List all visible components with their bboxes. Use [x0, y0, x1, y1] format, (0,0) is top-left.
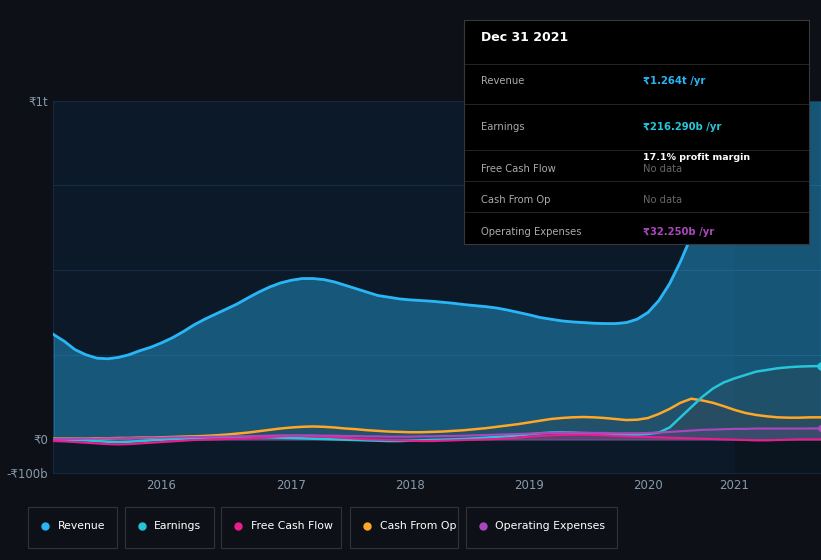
Text: ₹1.264t /yr: ₹1.264t /yr [643, 76, 705, 86]
Text: Free Cash Flow: Free Cash Flow [250, 521, 333, 531]
Text: Operating Expenses: Operating Expenses [495, 521, 605, 531]
Text: No data: No data [643, 164, 682, 174]
Bar [735, 101, 821, 473]
Text: ₹216.290b /yr: ₹216.290b /yr [643, 122, 722, 132]
Text: 17.1% profit margin: 17.1% profit margin [643, 153, 750, 162]
Text: Free Cash Flow: Free Cash Flow [481, 164, 556, 174]
Text: Dec 31 2021: Dec 31 2021 [481, 31, 568, 44]
Text: Earnings: Earnings [481, 122, 525, 132]
Text: Earnings: Earnings [154, 521, 201, 531]
Text: Cash From Op: Cash From Op [379, 521, 456, 531]
Text: Operating Expenses: Operating Expenses [481, 227, 581, 237]
Text: Cash From Op: Cash From Op [481, 195, 551, 206]
Text: No data: No data [643, 195, 682, 206]
Text: Revenue: Revenue [57, 521, 105, 531]
Text: Revenue: Revenue [481, 76, 525, 86]
Text: ₹32.250b /yr: ₹32.250b /yr [643, 227, 714, 237]
